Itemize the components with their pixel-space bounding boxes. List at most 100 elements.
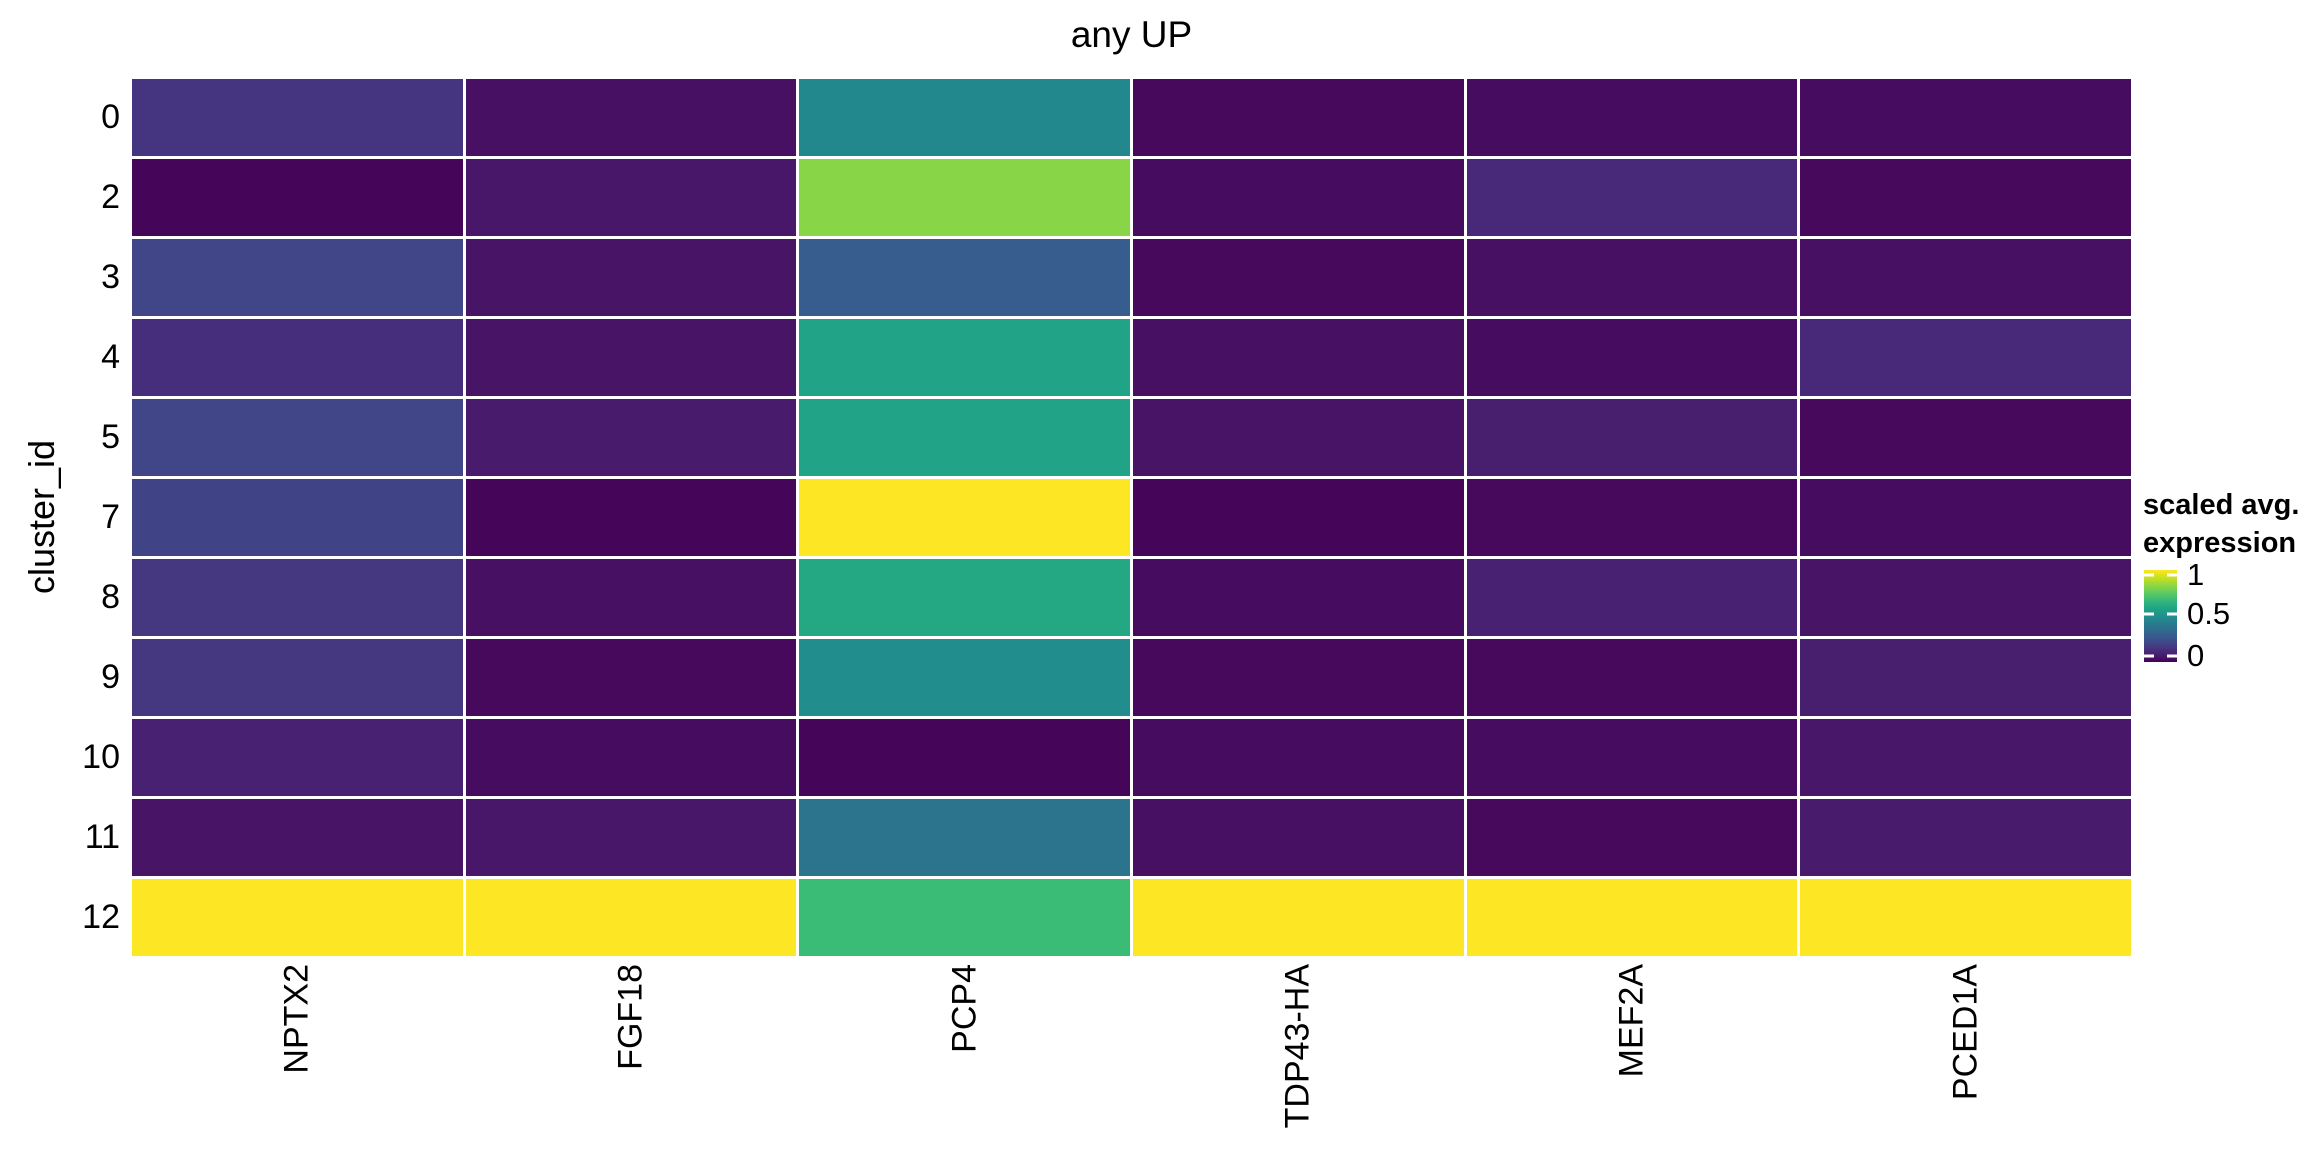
heatmap-cell-8-NPTX2 (132, 559, 463, 636)
colorbar-tick-mark (2167, 573, 2177, 577)
heatmap-cell-5-PCP4 (799, 399, 1130, 476)
legend-title-line-2: expression (2143, 527, 2297, 559)
heatmap-cell-5-NPTX2 (132, 399, 463, 476)
colorbar-tick-mark (2167, 612, 2177, 616)
legend: scaled avg. expression 1 0.5 0 (2143, 486, 2303, 673)
heatmap-cell-5-FGF18 (465, 399, 797, 476)
heatmap-cell-9-MEF2A (1466, 639, 1798, 716)
heatmap-cell-4-FGF18 (465, 319, 797, 396)
y-tick-label-10: 10 (82, 738, 120, 776)
heatmap-cell-4-PCED1A (1800, 319, 2131, 396)
heatmap-grid (132, 79, 2131, 956)
heatmap-cell-2-TDP43-HA (1132, 159, 1464, 236)
heatmap-cell-7-TDP43-HA (1132, 479, 1464, 556)
heatmap-cell-12-NPTX2 (132, 879, 463, 956)
heatmap-cell-7-PCP4 (799, 479, 1130, 556)
heatmap-cell-11-MEF2A (1466, 799, 1798, 876)
heatmap-cell-3-PCP4 (799, 239, 1130, 316)
legend-colorbar-block: 1 0.5 0 (2143, 557, 2303, 673)
heatmap-cell-9-PCP4 (799, 639, 1130, 716)
y-tick-label-2: 2 (101, 178, 120, 216)
x-tick-label-PCP4: PCP4 (945, 964, 984, 1053)
heatmap-cell-2-PCP4 (799, 159, 1130, 236)
y-tick-label-0: 0 (101, 98, 120, 136)
heatmap-cell-8-PCED1A (1800, 559, 2131, 636)
colorbar-tick-mark (2144, 654, 2154, 658)
heatmap-cell-12-MEF2A (1466, 879, 1798, 956)
heatmap-cell-5-MEF2A (1466, 399, 1798, 476)
heatmap-cell-4-TDP43-HA (1132, 319, 1464, 396)
x-tick-label-FGF18: FGF18 (611, 964, 650, 1070)
x-tick-label-TDP43-HA: TDP43-HA (1278, 964, 1317, 1129)
heatmap-cell-5-PCED1A (1800, 399, 2131, 476)
heatmap-cell-4-PCP4 (799, 319, 1130, 396)
heatmap-cell-7-FGF18 (465, 479, 797, 556)
plot-title: any UP (1070, 14, 1193, 55)
y-tick-label-12: 12 (82, 898, 120, 936)
heatmap-cell-12-PCP4 (799, 879, 1130, 956)
colorbar-tick-mark (2144, 612, 2154, 616)
heatmap-cell-0-FGF18 (465, 79, 797, 156)
heatmap-cell-10-TDP43-HA (1132, 719, 1464, 796)
heatmap-cell-2-PCED1A (1800, 159, 2131, 236)
y-tick-label-7: 7 (101, 498, 120, 536)
heatmap-cell-3-NPTX2 (132, 239, 463, 316)
y-tick-label-9: 9 (101, 658, 120, 696)
heatmap-cell-9-FGF18 (465, 639, 797, 716)
heatmap-cell-3-FGF18 (465, 239, 797, 316)
heatmap-cell-12-PCED1A (1800, 879, 2131, 956)
heatmap-cell-0-PCED1A (1800, 79, 2131, 156)
heatmap-cell-7-PCED1A (1800, 479, 2131, 556)
y-tick-label-11: 11 (84, 818, 120, 856)
y-tick-label-3: 3 (101, 258, 120, 296)
heatmap-cell-10-NPTX2 (132, 719, 463, 796)
heatmap-cell-0-NPTX2 (132, 79, 463, 156)
heatmap-cell-12-TDP43-HA (1132, 879, 1464, 956)
heatmap-cell-9-TDP43-HA (1132, 639, 1464, 716)
heatmap-cell-11-TDP43-HA (1132, 799, 1464, 876)
heatmap-cell-4-MEF2A (1466, 319, 1798, 396)
y-tick-label-5: 5 (101, 418, 120, 456)
heatmap-cell-7-NPTX2 (132, 479, 463, 556)
heatmap-cell-8-MEF2A (1466, 559, 1798, 636)
heatmap-cell-0-PCP4 (799, 79, 1130, 156)
heatmap-cell-10-PCED1A (1800, 719, 2131, 796)
heatmap-cell-11-PCP4 (799, 799, 1130, 876)
heatmap-cell-9-PCED1A (1800, 639, 2131, 716)
x-tick-label-MEF2A: MEF2A (1612, 964, 1651, 1078)
heatmap-cell-5-TDP43-HA (1132, 399, 1464, 476)
heatmap-cell-3-TDP43-HA (1132, 239, 1464, 316)
legend-title-line-1: scaled avg. (2143, 489, 2300, 521)
x-tick-label-NPTX2: NPTX2 (277, 964, 316, 1074)
heatmap-cell-12-FGF18 (465, 879, 797, 956)
heatmap-cell-8-PCP4 (799, 559, 1130, 636)
heatmap-cell-3-MEF2A (1466, 239, 1798, 316)
y-axis-tick-labels: 0 2 3 4 5 7 8 9 10 11 12 (0, 79, 120, 956)
colorbar-tick-mark (2167, 654, 2177, 658)
heatmap-cell-11-NPTX2 (132, 799, 463, 876)
legend-tick-label-0: 0 (2187, 637, 2205, 673)
heatmap-cell-9-NPTX2 (132, 639, 463, 716)
heatmap-cell-11-FGF18 (465, 799, 797, 876)
legend-colorbar (2144, 570, 2177, 662)
heatmap-cell-0-TDP43-HA (1132, 79, 1464, 156)
heatmap-cell-8-FGF18 (465, 559, 797, 636)
y-tick-label-8: 8 (101, 578, 120, 616)
heatmap-cell-11-PCED1A (1800, 799, 2131, 876)
colorbar-tick-mark (2144, 573, 2154, 577)
legend-tick-label-0.5: 0.5 (2187, 595, 2231, 631)
heatmap-cell-7-MEF2A (1466, 479, 1798, 556)
heatmap-cell-10-FGF18 (465, 719, 797, 796)
heatmap-cell-2-NPTX2 (132, 159, 463, 236)
heatmap-cell-10-PCP4 (799, 719, 1130, 796)
legend-tick-label-1: 1 (2187, 556, 2205, 592)
y-tick-label-4: 4 (101, 338, 120, 376)
x-tick-label-PCED1A: PCED1A (1946, 964, 1985, 1101)
heatmap-cell-4-NPTX2 (132, 319, 463, 396)
heatmap-cell-8-TDP43-HA (1132, 559, 1464, 636)
heatmap-cell-0-MEF2A (1466, 79, 1798, 156)
x-axis-tick-labels: NPTX2 FGF18 PCP4 TDP43-HA MEF2A PCED1A (132, 964, 2131, 1152)
heatmap-cell-2-FGF18 (465, 159, 797, 236)
heatmap-cell-10-MEF2A (1466, 719, 1798, 796)
